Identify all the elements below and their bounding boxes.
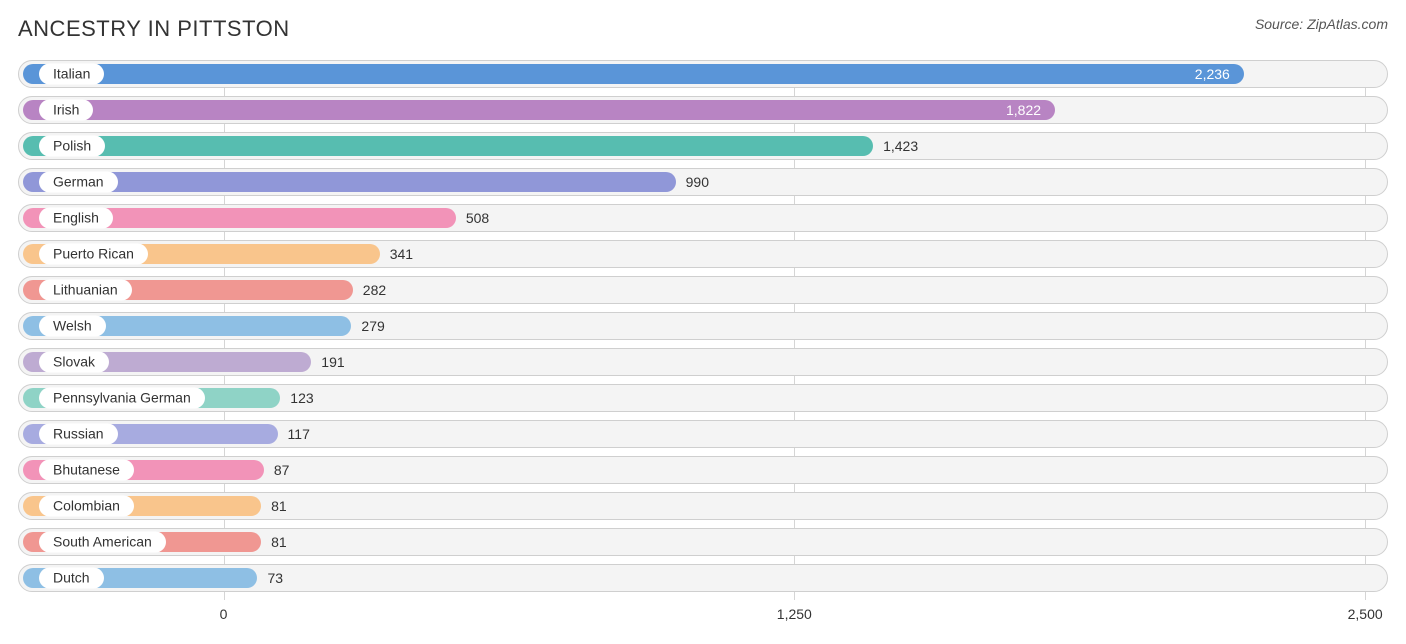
bar-row: Russian 117 (18, 420, 1388, 448)
bar-label: Lithuanian (39, 280, 132, 301)
bar-row: Puerto Rican 341 (18, 240, 1388, 268)
bar-row: Pennsylvania German 123 (18, 384, 1388, 412)
bar-row: German 990 (18, 168, 1388, 196)
bar-label: Italian (39, 64, 104, 85)
bar-row: Dutch 73 (18, 564, 1388, 592)
bar-value: 282 (363, 282, 386, 298)
chart-header: ANCESTRY IN PITTSTON Source: ZipAtlas.co… (18, 16, 1388, 42)
bar-value: 1,822 (1006, 102, 1055, 118)
chart-source: Source: ZipAtlas.com (1255, 16, 1388, 32)
bar-value: 279 (361, 318, 384, 334)
bar-value: 2,236 (1195, 66, 1244, 82)
bar-label: Pennsylvania German (39, 388, 205, 409)
bar-value: 191 (321, 354, 344, 370)
bar-value: 123 (290, 390, 313, 406)
bar (23, 136, 873, 156)
bar-label: Bhutanese (39, 460, 134, 481)
bar-row: Welsh 279 (18, 312, 1388, 340)
bar-label: Welsh (39, 316, 106, 337)
bar-label: Dutch (39, 568, 104, 589)
bar-value: 73 (267, 570, 283, 586)
bar-label: Colombian (39, 496, 134, 517)
bar (23, 100, 1055, 120)
bar-label: Puerto Rican (39, 244, 148, 265)
bar-label: English (39, 208, 113, 229)
bar-value: 87 (274, 462, 290, 478)
bar-row: Colombian 81 (18, 492, 1388, 520)
bar-row: Italian 2,236 (18, 60, 1388, 88)
bar (23, 172, 676, 192)
x-tick-label: 0 (220, 606, 228, 622)
x-tick-label: 2,500 (1348, 606, 1383, 622)
chart-title: ANCESTRY IN PITTSTON (18, 16, 290, 42)
bar-value: 341 (390, 246, 413, 262)
bar-row: English 508 (18, 204, 1388, 232)
bar-value: 81 (271, 498, 287, 514)
bar-row: Irish 1,822 (18, 96, 1388, 124)
bar-row: Lithuanian 282 (18, 276, 1388, 304)
x-tick-label: 1,250 (777, 606, 812, 622)
bar-value: 1,423 (883, 138, 918, 154)
bar (23, 64, 1244, 84)
bar-value: 81 (271, 534, 287, 550)
bar-label: Polish (39, 136, 105, 157)
bar-row: Bhutanese 87 (18, 456, 1388, 484)
bar-value: 990 (686, 174, 709, 190)
bar-label: Slovak (39, 352, 109, 373)
bar-label: German (39, 172, 118, 193)
bar-row: South American 81 (18, 528, 1388, 556)
bar-row: Slovak 191 (18, 348, 1388, 376)
bar-value: 508 (466, 210, 489, 226)
plot-area: Italian 2,236 Irish 1,822 Polish 1,423 German 9… (18, 60, 1388, 628)
ancestry-bar-chart: Italian 2,236 Irish 1,822 Polish 1,423 German 9… (18, 60, 1388, 628)
x-axis: 0 1,250 2,500 (18, 600, 1388, 628)
bar-label: South American (39, 532, 166, 553)
bar-label: Russian (39, 424, 118, 445)
bar-label: Irish (39, 100, 93, 121)
bar-row: Polish 1,423 (18, 132, 1388, 160)
bar-rows: Italian 2,236 Irish 1,822 Polish 1,423 German 9… (18, 60, 1388, 592)
bar-value: 117 (288, 426, 310, 442)
